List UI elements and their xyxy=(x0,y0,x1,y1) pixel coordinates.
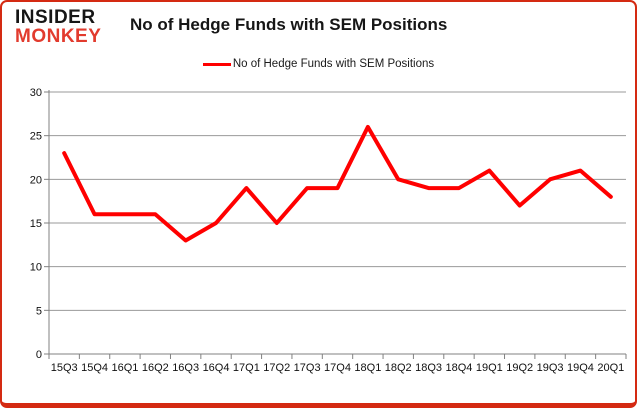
y-tick-label: 5 xyxy=(36,305,42,317)
x-tick-label: 16Q3 xyxy=(172,362,199,374)
x-tick-label: 19Q1 xyxy=(476,362,503,374)
x-tick-label: 15Q3 xyxy=(51,362,78,374)
y-tick-label: 10 xyxy=(30,262,42,274)
x-tick-label: 17Q2 xyxy=(263,362,290,374)
legend-line-sample xyxy=(202,62,231,66)
x-tick-label: 19Q3 xyxy=(537,362,564,374)
logo-insider-text: INSIDER xyxy=(15,7,96,28)
x-tick-label: 19Q2 xyxy=(506,362,533,374)
chart-title: No of Hedge Funds with SEM Positions xyxy=(130,15,448,34)
chart-legend: No of Hedge Funds with SEM Positions xyxy=(2,58,635,70)
y-tick-label: 25 xyxy=(30,131,42,143)
legend-label: No of Hedge Funds with SEM Positions xyxy=(232,58,435,70)
x-tick-label: 18Q4 xyxy=(446,362,473,374)
data-line-sem xyxy=(62,124,613,243)
x-tick-label: 16Q2 xyxy=(142,362,169,374)
y-tick-label: 15 xyxy=(30,218,42,230)
y-tick-label: 0 xyxy=(36,349,42,361)
x-tick-label: 20Q1 xyxy=(597,362,624,374)
x-tick-label: 17Q3 xyxy=(294,362,321,374)
x-tick-label: 16Q1 xyxy=(111,362,138,374)
x-tick-label: 17Q4 xyxy=(324,362,351,374)
x-tick-label: 18Q1 xyxy=(354,362,381,374)
x-tick-label: 15Q4 xyxy=(81,362,108,374)
x-tick-label: 18Q2 xyxy=(385,362,412,374)
logo-monkey-text: MONKEY xyxy=(15,25,102,47)
x-tick-label: 18Q3 xyxy=(415,362,442,374)
insider-monkey-logo: INSIDER MONKEY xyxy=(15,7,102,47)
y-tick-label: 20 xyxy=(30,174,42,186)
x-tick-label: 17Q1 xyxy=(233,362,260,374)
x-tick-label: 16Q4 xyxy=(203,362,230,374)
x-tick-label: 19Q4 xyxy=(567,362,594,374)
y-tick-label: 30 xyxy=(30,87,42,99)
